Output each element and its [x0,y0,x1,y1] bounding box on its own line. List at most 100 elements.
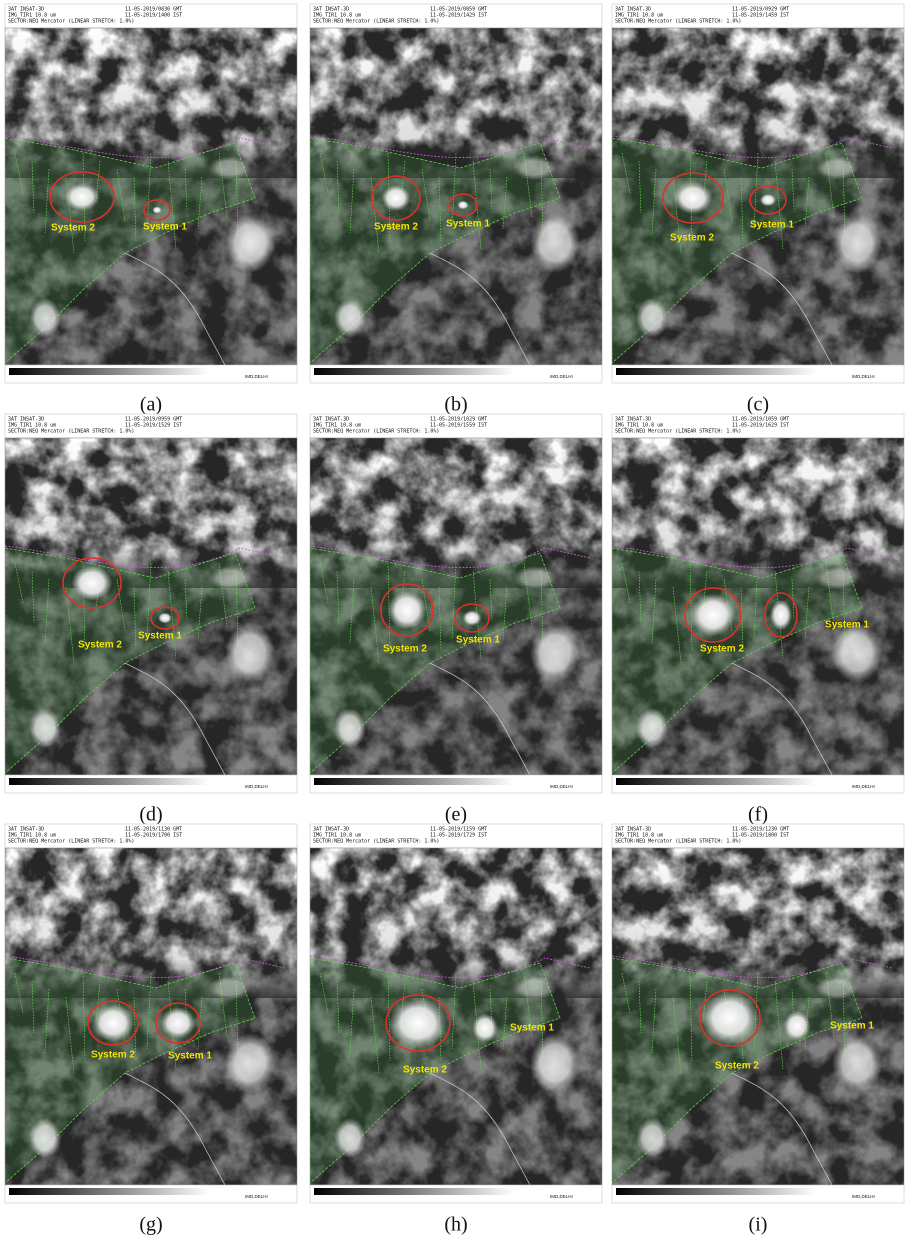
panel: 3AT INSAT-3D11-05-2019/0830 GMTIMG_TIR1 … [5,4,297,416]
storm-cloud [29,708,61,748]
footer-label: IMD,DELHI [245,374,268,379]
colorbar [616,368,816,375]
storm-cloud [770,600,792,631]
storm-cloud [815,976,859,1000]
storm-cloud [513,976,557,1000]
panel-caption: (c) [747,394,769,416]
system-label: System 2 [700,644,744,655]
footer-label: IMD,DELHI [550,1194,573,1199]
footer-label: IMD,DELHI [245,1194,268,1199]
storm-cloud [160,1007,195,1039]
header-sector: SECTOR:NEQ Mercator (LINEAR STRETCH: 1.0… [8,19,134,25]
storm-cloud [92,1004,135,1041]
system-label: System 1 [456,635,500,646]
storm-cloud [208,976,252,1000]
footer-label: IMD,DELHI [550,374,573,379]
storm-cloud [815,566,859,590]
header-sector: SECTOR:NEQ Mercator (LINEAR STRETCH: 1.0… [615,839,741,845]
panel: 3AT INSAT-3D11-05-2019/0929 GMTIMG_TIR1 … [612,4,904,416]
colorbar [9,778,209,785]
footer-label: IMD,DELHI [852,374,875,379]
storm-cloud [64,183,99,211]
system-label: System 1 [825,620,869,631]
storm-cloud [636,708,668,748]
satellite-image: System 2 System 1 [5,28,297,365]
header-sector: SECTOR:NEQ Mercator (LINEAR STRETCH: 1.0… [615,19,741,25]
system-label: System 1 [750,220,794,231]
storm-cloud [225,1033,275,1093]
system-label: System 1 [830,1021,874,1032]
footer-label: IMD,DELHI [852,1194,875,1199]
storm-cloud [208,156,252,180]
system-label: System 2 [91,1050,135,1061]
header-sector: SECTOR:NEQ Mercator (LINEAR STRETCH: 1.0… [615,429,741,435]
colorbar [616,1188,816,1195]
storm-cloud [334,708,366,748]
storm-cloud [389,998,447,1048]
storm-cloud [783,1011,810,1042]
panel-caption: (i) [749,1214,768,1236]
storm-cloud [530,1033,580,1093]
storm-cloud [472,1014,498,1043]
storm-cloud [815,156,859,180]
footer-label: IMD,DELHI [245,784,268,789]
storm-cloud [691,593,736,636]
storm-cloud [760,194,776,207]
header-sector: SECTOR:NEQ Mercator (LINEAR STRETCH: 1.0… [8,839,134,845]
storm-cloud [832,213,882,273]
storm-cloud [334,1118,366,1158]
storm-cloud [513,566,557,590]
figure: 3AT INSAT-3D11-05-2019/0830 GMTIMG_TIR1 … [0,0,905,1247]
system-label: System 1 [446,219,490,230]
system-label: System 2 [51,223,95,234]
colorbar [9,1188,209,1195]
storm-cloud [152,207,161,214]
storm-cloud [636,298,668,338]
system-label: System 2 [670,233,714,244]
satellite-image: System 2 System 1 [310,28,602,365]
footer-label: IMD,DELHI [852,784,875,789]
colorbar [314,1188,514,1195]
panel-caption: (d) [139,804,162,826]
system-label: System 1 [510,1023,554,1034]
system-label: System 2 [78,640,122,651]
panel: 3AT INSAT-3D11-05-2019/1059 GMTIMG_TIR1 … [612,414,904,826]
storm-cloud [29,1118,61,1158]
storm-cloud [513,156,557,180]
system-label: System 2 [715,1061,759,1072]
satellite-image: System 2 System 1 [612,28,904,365]
system-label: System 1 [138,631,182,642]
panel-caption: (b) [444,394,467,416]
system-label: System 1 [143,222,187,233]
panel-caption: (g) [139,1214,162,1236]
header-sector: SECTOR:NEQ Mercator (LINEAR STRETCH: 1.0… [313,19,439,25]
system-label: System 1 [168,1051,212,1062]
header-sector: SECTOR:NEQ Mercator (LINEAR STRETCH: 1.0… [313,429,439,435]
colorbar [314,778,514,785]
storm-cloud [29,298,61,338]
storm-cloud [158,613,172,624]
storm-cloud [72,566,113,601]
page: {"panels": [ {"caption": "(a)", "header"… [0,0,905,1252]
storm-cloud [832,1033,882,1093]
storm-cloud [208,566,252,590]
system-label: System 2 [383,644,427,655]
storm-cloud [463,610,482,625]
storm-cloud [334,298,366,338]
panel: 3AT INSAT-3D11-05-2019/0959 GMTIMG_TIR1 … [5,414,297,826]
colorbar [9,368,209,375]
header-sector: SECTOR:NEQ Mercator (LINEAR STRETCH: 1.0… [313,839,439,845]
storm-cloud [457,201,468,210]
footer-label: IMD,DELHI [550,784,573,789]
storm-cloud [530,213,580,273]
storm-cloud [382,185,411,211]
storm-cloud [702,991,759,1044]
system-label: System 2 [374,222,418,233]
panel-caption: (f) [748,804,768,826]
satellite-image: System 2System 1 [310,848,602,1185]
